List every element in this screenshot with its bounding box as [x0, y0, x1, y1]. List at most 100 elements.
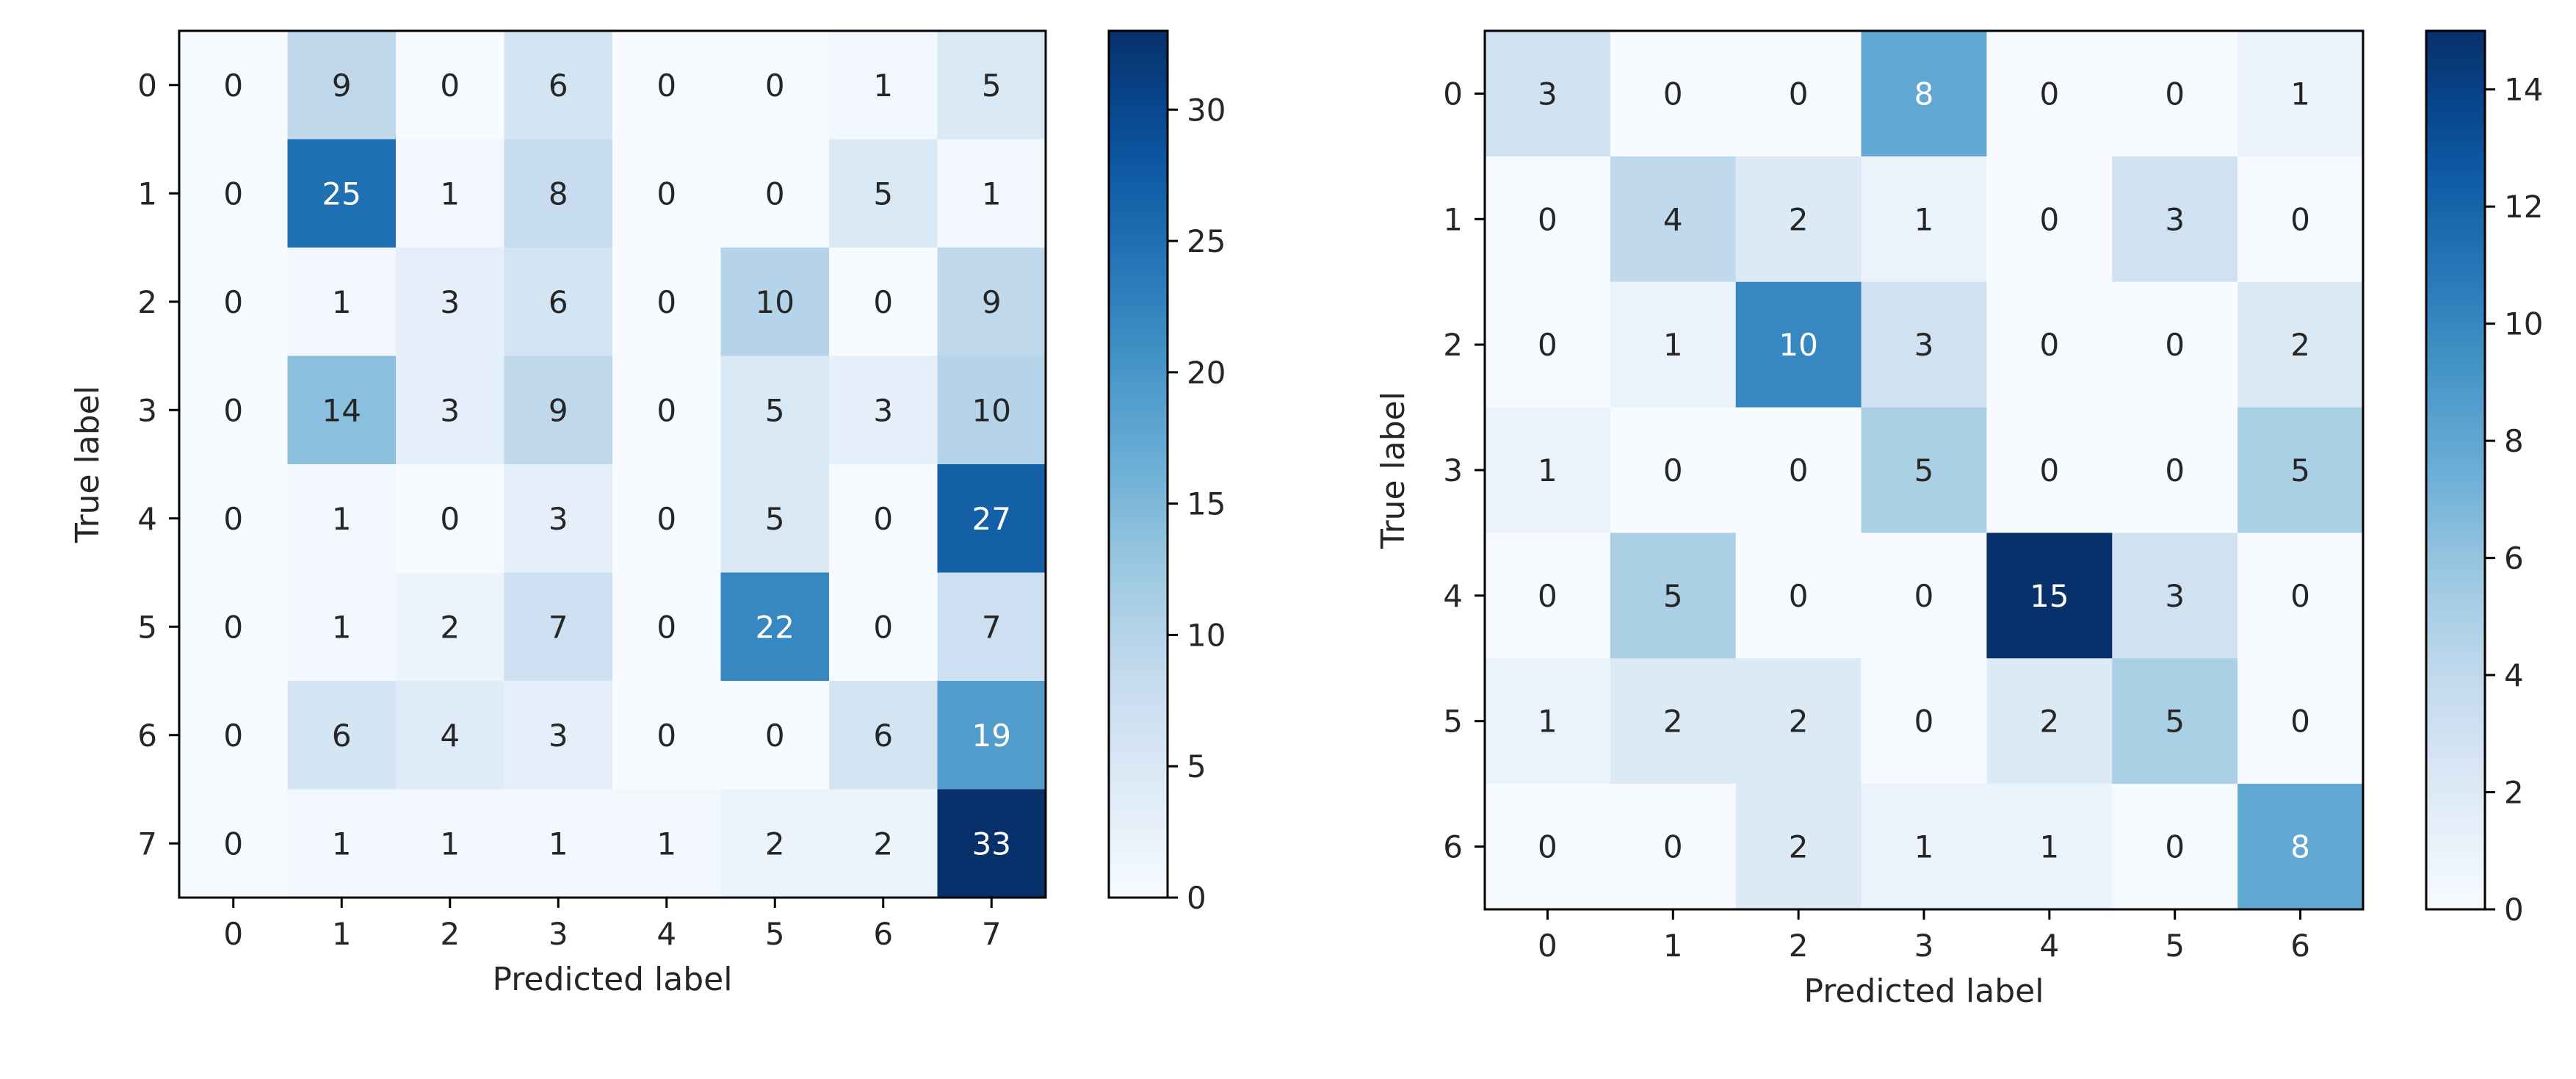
heatmap-cell	[396, 464, 504, 573]
cell-value-label: 27	[972, 501, 1011, 537]
heatmap-cell	[829, 572, 938, 682]
cell-value-label: 2	[2290, 327, 2310, 363]
heatmap-cell	[720, 464, 830, 573]
x-tick-label: 7	[982, 916, 1002, 952]
heatmap-cell	[287, 789, 397, 898]
heatmap-cell	[1735, 533, 1862, 659]
heatmap-cell	[2237, 533, 2364, 659]
heatmap-cell	[1485, 658, 1611, 784]
cell-value-label: 3	[549, 718, 568, 754]
cell-value-label: 1	[982, 176, 1002, 212]
cell-value-label: 0	[2165, 327, 2185, 363]
heatmap-cell	[1986, 784, 2113, 910]
x-tick-label: 2	[1789, 928, 1809, 964]
y-tick-label: 5	[137, 609, 157, 645]
cell-value-label: 0	[1538, 829, 1557, 865]
heatmap-cell	[612, 248, 721, 356]
y-tick-label: 1	[1443, 201, 1463, 237]
heatmap-cell	[829, 248, 938, 356]
heatmap-cell	[1610, 281, 1737, 408]
heatmap-cell	[2112, 407, 2238, 533]
heatmap-cell	[1610, 533, 1737, 659]
y-tick-label: 5	[1443, 704, 1463, 740]
heatmap-cell	[937, 139, 1046, 248]
cell-value-label: 0	[2039, 452, 2059, 488]
x-tick-label: 6	[873, 916, 893, 952]
colorbar-tick-label: 10	[2504, 306, 2543, 342]
cell-value-label: 0	[2165, 76, 2185, 112]
heatmap-cell	[287, 31, 397, 140]
heatmap-cell	[396, 572, 504, 682]
cell-value-label: 2	[873, 826, 893, 862]
heatmap-cell	[179, 356, 288, 465]
cell-value-label: 1	[440, 826, 460, 862]
heatmap-cell	[937, 356, 1046, 465]
x-tick-label: 4	[2039, 928, 2059, 964]
heatmap-cell	[396, 356, 504, 465]
heatmap-cell	[504, 139, 613, 248]
colorbar-tick-label: 15	[1187, 486, 1226, 522]
cell-value-label: 3	[549, 501, 568, 537]
cell-value-label: 6	[549, 284, 568, 320]
cell-value-label: 0	[656, 609, 676, 645]
heatmap-cell	[720, 31, 830, 140]
heatmap-cell	[1735, 658, 1862, 784]
cell-value-label: 0	[2165, 829, 2185, 865]
cell-value-label: 1	[440, 176, 460, 212]
heatmap-cell	[2237, 407, 2364, 533]
cell-value-label: 6	[873, 718, 893, 754]
cell-value-label: 1	[1914, 201, 1934, 237]
heatmap-cell	[612, 356, 721, 465]
cell-value-label: 1	[549, 826, 568, 862]
heatmap-cell	[179, 789, 288, 898]
heatmap-cell	[1610, 156, 1737, 283]
cell-value-label: 0	[2039, 201, 2059, 237]
cell-value-label: 2	[765, 826, 785, 862]
x-tick-label: 3	[549, 916, 568, 952]
heatmap-cell	[829, 681, 938, 790]
colorbar-tick-label: 5	[1187, 748, 1206, 784]
heatmap-cell	[937, 572, 1046, 682]
cell-value-label: 33	[972, 826, 1011, 862]
heatmap-cell	[1861, 658, 1987, 784]
heatmap-cell	[287, 464, 397, 573]
cell-value-label: 0	[1789, 578, 1809, 614]
cell-value-label: 1	[1914, 829, 1934, 865]
cell-value-label: 1	[1538, 452, 1557, 488]
heatmap-cell	[2237, 281, 2364, 408]
cell-value-label: 2	[1789, 829, 1809, 865]
x-tick-label: 0	[223, 916, 243, 952]
heatmap-cell	[504, 248, 613, 356]
heatmap-cell	[2237, 31, 2364, 157]
colorbar-tick-label: 10	[1187, 617, 1226, 653]
cell-value-label: 22	[756, 609, 795, 645]
cell-value-label: 0	[223, 68, 243, 104]
cell-value-label: 3	[2165, 201, 2185, 237]
cell-value-label: 5	[765, 392, 785, 428]
cell-value-label: 7	[549, 609, 568, 645]
cell-value-label: 5	[2290, 452, 2310, 488]
heatmap-cell	[937, 789, 1046, 898]
cell-value-label: 2	[1789, 201, 1809, 237]
cell-value-label: 0	[656, 68, 676, 104]
heatmap-cell	[829, 464, 938, 573]
y-tick-label: 6	[1443, 829, 1463, 865]
cell-value-label: 0	[2039, 76, 2059, 112]
cell-value-label: 9	[982, 284, 1002, 320]
cell-value-label: 1	[2290, 76, 2310, 112]
heatmap-cell	[179, 681, 288, 790]
cell-value-label: 3	[1538, 76, 1557, 112]
colorbar-tick-label: 25	[1187, 223, 1226, 259]
heatmap-cell	[1986, 658, 2113, 784]
heatmap-cell	[1485, 281, 1611, 408]
heatmap-cell	[504, 681, 613, 790]
cell-value-label: 0	[1789, 452, 1809, 488]
heatmap-cell	[504, 464, 613, 573]
heatmap-cell	[396, 248, 504, 356]
heatmap-cell	[1861, 281, 1987, 408]
x-tick-label: 5	[765, 916, 785, 952]
heatmap-cell	[179, 464, 288, 573]
heatmap-cell	[720, 572, 830, 682]
cell-value-label: 1	[873, 68, 893, 104]
